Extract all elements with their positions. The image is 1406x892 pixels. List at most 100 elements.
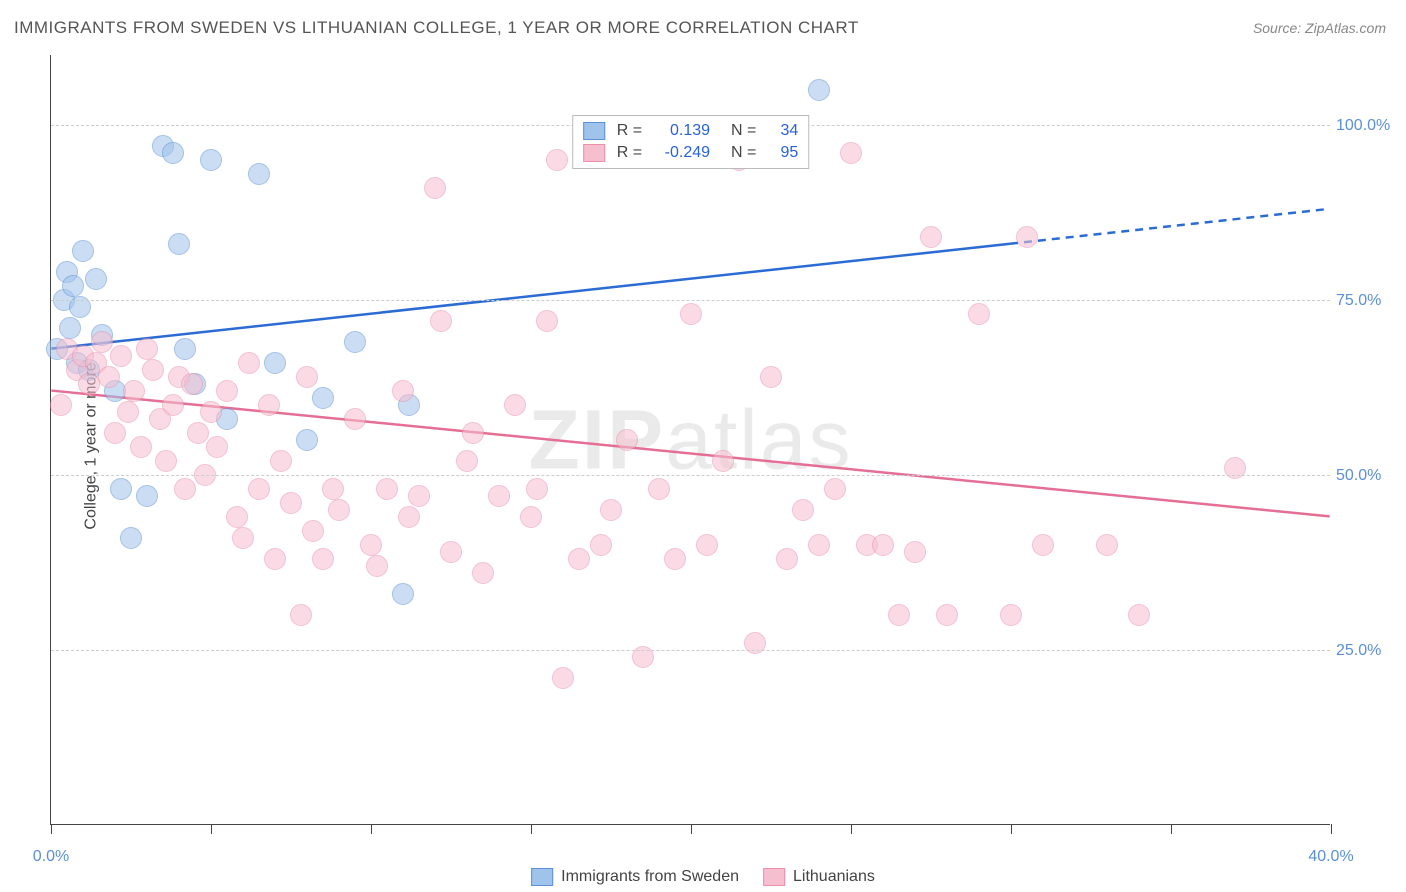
scatter-point <box>280 492 302 514</box>
scatter-point <box>664 548 686 570</box>
scatter-point <box>808 534 830 556</box>
scatter-point <box>792 499 814 521</box>
scatter-point <box>546 149 568 171</box>
scatter-point <box>290 604 312 626</box>
gridline: 75.0% <box>51 300 1330 301</box>
scatter-point <box>187 422 209 444</box>
scatter-point <box>117 401 139 423</box>
scatter-point <box>472 562 494 584</box>
scatter-point <box>456 450 478 472</box>
scatter-point <box>526 478 548 500</box>
scatter-point <box>392 583 414 605</box>
scatter-point <box>238 352 260 374</box>
scatter-point <box>120 527 142 549</box>
scatter-point <box>1032 534 1054 556</box>
scatter-point <box>408 485 430 507</box>
scatter-point <box>440 541 462 563</box>
scatter-point <box>344 331 366 353</box>
scatter-point <box>712 450 734 472</box>
legend-swatch <box>531 868 553 886</box>
xtick <box>51 824 52 834</box>
scatter-point <box>1096 534 1118 556</box>
scatter-point <box>840 142 862 164</box>
scatter-point <box>181 373 203 395</box>
scatter-point <box>123 380 145 402</box>
scatter-point <box>312 387 334 409</box>
scatter-point <box>590 534 612 556</box>
xtick <box>531 824 532 834</box>
scatter-point <box>1128 604 1150 626</box>
gridline: 50.0% <box>51 475 1330 476</box>
scatter-point <box>162 142 184 164</box>
xtick <box>1171 824 1172 834</box>
series-legend: Immigrants from Sweden Lithuanians <box>531 868 875 886</box>
gridline: 25.0% <box>51 650 1330 651</box>
xtick-label: 0.0% <box>33 848 69 866</box>
xtick-label: 40.0% <box>1308 848 1353 866</box>
trend-line <box>51 391 1329 517</box>
watermark: ZIPatlas <box>528 391 852 488</box>
scatter-point <box>904 541 926 563</box>
scatter-point <box>322 478 344 500</box>
scatter-point <box>162 394 184 416</box>
scatter-point <box>312 548 334 570</box>
scatter-point <box>248 478 270 500</box>
source-label: Source: ZipAtlas.com <box>1253 20 1386 36</box>
scatter-point <box>62 275 84 297</box>
scatter-point <box>72 240 94 262</box>
legend-swatch <box>763 868 785 886</box>
scatter-point <box>968 303 990 325</box>
scatter-point <box>808 79 830 101</box>
scatter-point <box>776 548 798 570</box>
scatter-point <box>648 478 670 500</box>
legend-n-label: N = <box>722 144 756 162</box>
scatter-point <box>296 429 318 451</box>
scatter-point <box>872 534 894 556</box>
scatter-point <box>504 394 526 416</box>
scatter-point <box>110 478 132 500</box>
scatter-point <box>104 422 126 444</box>
legend-r-value: -0.249 <box>654 144 710 162</box>
scatter-point <box>136 485 158 507</box>
scatter-point <box>174 478 196 500</box>
scatter-point <box>328 499 350 521</box>
scatter-point <box>136 338 158 360</box>
scatter-point <box>430 310 452 332</box>
scatter-point <box>568 548 590 570</box>
scatter-point <box>98 366 120 388</box>
correlation-legend: R =0.139 N =34R =-0.249 N =95 <box>572 115 810 169</box>
ytick-label: 50.0% <box>1336 467 1406 485</box>
legend-item: Lithuanians <box>763 868 875 886</box>
scatter-point <box>91 331 113 353</box>
legend-swatch <box>583 122 605 140</box>
scatter-point <box>376 478 398 500</box>
scatter-point <box>1000 604 1022 626</box>
legend-item: Immigrants from Sweden <box>531 868 739 886</box>
legend-r-label: R = <box>617 144 642 162</box>
scatter-point <box>462 422 484 444</box>
scatter-point <box>168 233 190 255</box>
xtick <box>211 824 212 834</box>
legend-row: R =-0.249 N =95 <box>583 142 799 164</box>
scatter-point <box>536 310 558 332</box>
chart-title: IMMIGRANTS FROM SWEDEN VS LITHUANIAN COL… <box>14 18 859 38</box>
scatter-point <box>206 436 228 458</box>
scatter-point <box>270 450 292 472</box>
scatter-point <box>600 499 622 521</box>
scatter-point <box>552 667 574 689</box>
scatter-point <box>264 352 286 374</box>
legend-row: R =0.139 N =34 <box>583 120 799 142</box>
scatter-point <box>142 359 164 381</box>
trend-lines-svg <box>51 55 1330 824</box>
scatter-point <box>696 534 718 556</box>
scatter-point <box>264 548 286 570</box>
scatter-point <box>424 177 446 199</box>
scatter-point <box>344 408 366 430</box>
scatter-point <box>200 149 222 171</box>
xtick <box>1011 824 1012 834</box>
scatter-point <box>520 506 542 528</box>
scatter-point <box>760 366 782 388</box>
legend-label: Lithuanians <box>793 868 875 886</box>
legend-label: Immigrants from Sweden <box>561 868 739 886</box>
scatter-point <box>680 303 702 325</box>
